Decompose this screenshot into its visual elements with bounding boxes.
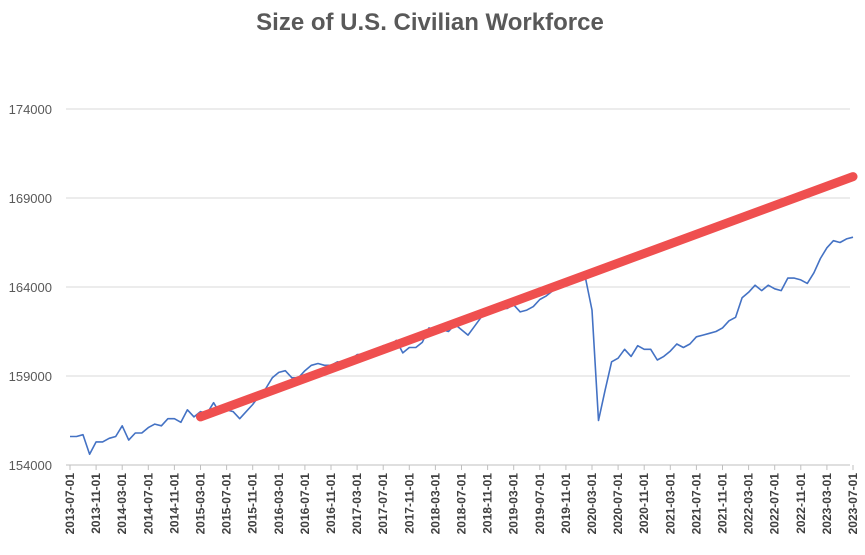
x-tick-label: 2020-11-01 [637,473,651,534]
x-tick-label: 2017-07-01 [376,473,390,535]
y-axis-ticks: 154000 159000 164000 169000 174000 [9,102,52,473]
y-tick-label: 174000 [9,102,52,117]
x-tick-label: 2016-07-01 [298,473,312,535]
x-tick-label: 2013-07-01 [63,473,77,535]
y-tick-label: 164000 [9,280,52,295]
x-tick-label: 2023-03-01 [820,473,834,535]
series-line-workforce [70,236,854,456]
gridlines [66,108,850,466]
y-tick-label: 154000 [9,458,52,473]
x-tick-label: 2022-11-01 [794,473,808,534]
x-tick-label: 2019-11-01 [559,473,573,534]
x-tick-label: 2014-07-01 [141,473,155,535]
x-tick-label: 2016-11-01 [324,473,338,534]
x-tick-label: 2019-03-01 [507,473,521,535]
x-tick-label: 2015-03-01 [194,473,208,535]
x-tick-label: 2020-03-01 [585,473,599,535]
x-tick-label: 2016-03-01 [272,473,286,535]
y-tick-label: 159000 [9,369,52,384]
x-tick-label: 2022-07-01 [768,473,782,535]
trend-line [196,172,858,422]
x-tick-label: 2017-03-01 [350,473,364,535]
x-tick-label: 2017-11-01 [402,473,416,534]
x-tick-label: 2015-11-01 [246,473,260,534]
x-tick-label: 2021-11-01 [716,473,730,534]
y-tick-label: 169000 [9,191,52,206]
x-tick-label: 2013-11-01 [89,473,103,534]
x-tick-label: 2018-07-01 [455,473,469,535]
x-tick-label: 2021-03-01 [663,473,677,535]
x-tick-label: 2015-07-01 [220,473,234,535]
x-tick-label: 2020-07-01 [611,473,625,535]
x-tick-label: 2014-11-01 [167,473,181,534]
x-tick-label: 2023-07-01 [846,473,860,535]
x-tick-label: 2018-03-01 [428,473,442,535]
x-tick-label: 2018-11-01 [481,473,495,534]
series-layer [70,172,858,456]
x-tick-label: 2014-03-01 [115,473,129,535]
x-tick-label: 2022-03-01 [742,473,756,535]
x-axis-ticks: 2013-07-01 2013-11-01 2014-03-01 2014-07-01… [63,465,860,534]
chart-title: Size of U.S. Civilian Workforce [256,9,604,36]
x-tick-label: 2021-07-01 [689,473,703,535]
x-tick-label: 2019-07-01 [533,473,547,535]
